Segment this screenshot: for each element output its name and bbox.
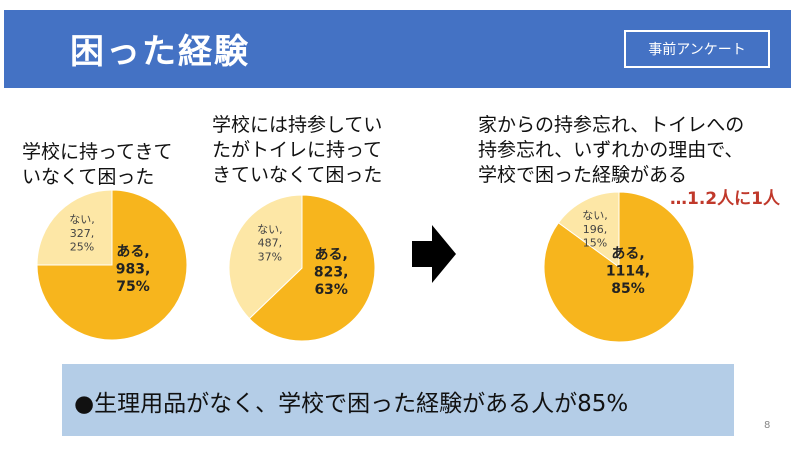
pie-label-yes: ある, 823, 63%	[314, 247, 349, 298]
survey-tag: 事前アンケート	[624, 30, 770, 68]
question-line: いなくて困った	[22, 166, 155, 188]
question-line: きていなくて困った	[212, 164, 383, 186]
pie-label-yes: ある, 983, 75%	[116, 244, 151, 295]
pie-label-no: ない, 487, 37%	[257, 223, 283, 264]
question-line: 学校に持ってきて	[22, 141, 173, 163]
question-3: 家からの持参忘れ、トイレへの 持参忘れ、いずれかの理由で、 学校で困った経験があ…	[478, 113, 744, 188]
pie-chart-2: ある, 823, 63% ない, 487, 37%	[228, 194, 376, 342]
question-line: 家からの持参忘れ、トイレへの	[478, 114, 745, 136]
pie-label-no: ない, 196, 15%	[582, 209, 608, 250]
slide-title: 困った経験	[70, 32, 250, 72]
pie-slice-no	[228, 194, 303, 320]
summary-box: ●生理用品がなく、学校で困った経験がある人が85%	[62, 364, 734, 436]
pie-chart-3: ある, 1114, 85%ない, 196, 15%	[543, 191, 695, 343]
pie-slice-yes	[36, 189, 188, 341]
pie-chart-1: ある, 983, 75% ない, 327, 25%	[36, 189, 188, 341]
rate-note: …1.2人に1人	[670, 189, 780, 209]
question-line: 学校には持参してい	[212, 114, 383, 136]
question-2: 学校には持参してい たがトイレに持って きていなくて困った	[212, 113, 382, 188]
question-1: 学校に持ってきて いなくて困った	[22, 140, 172, 190]
question-line: 学校で困った経験がある	[478, 164, 688, 186]
pie-label-yes: ある, 1114, 85%	[606, 246, 650, 297]
pie-slice-no	[557, 191, 620, 268]
right-arrow-icon	[412, 225, 456, 283]
header-bar: 困った経験 事前アンケート	[4, 10, 791, 88]
question-line: たがトイレに持って	[212, 139, 383, 161]
pie-slice-yes	[248, 194, 376, 342]
page-number: 8	[764, 420, 771, 431]
question-line: 持参忘れ、いずれかの理由で、	[478, 139, 744, 161]
pie-label-no: ない, 327, 25%	[69, 213, 95, 254]
pie-slice-no	[36, 189, 113, 266]
summary-text: ●生理用品がなく、学校で困った経験がある人が85%	[74, 391, 629, 417]
